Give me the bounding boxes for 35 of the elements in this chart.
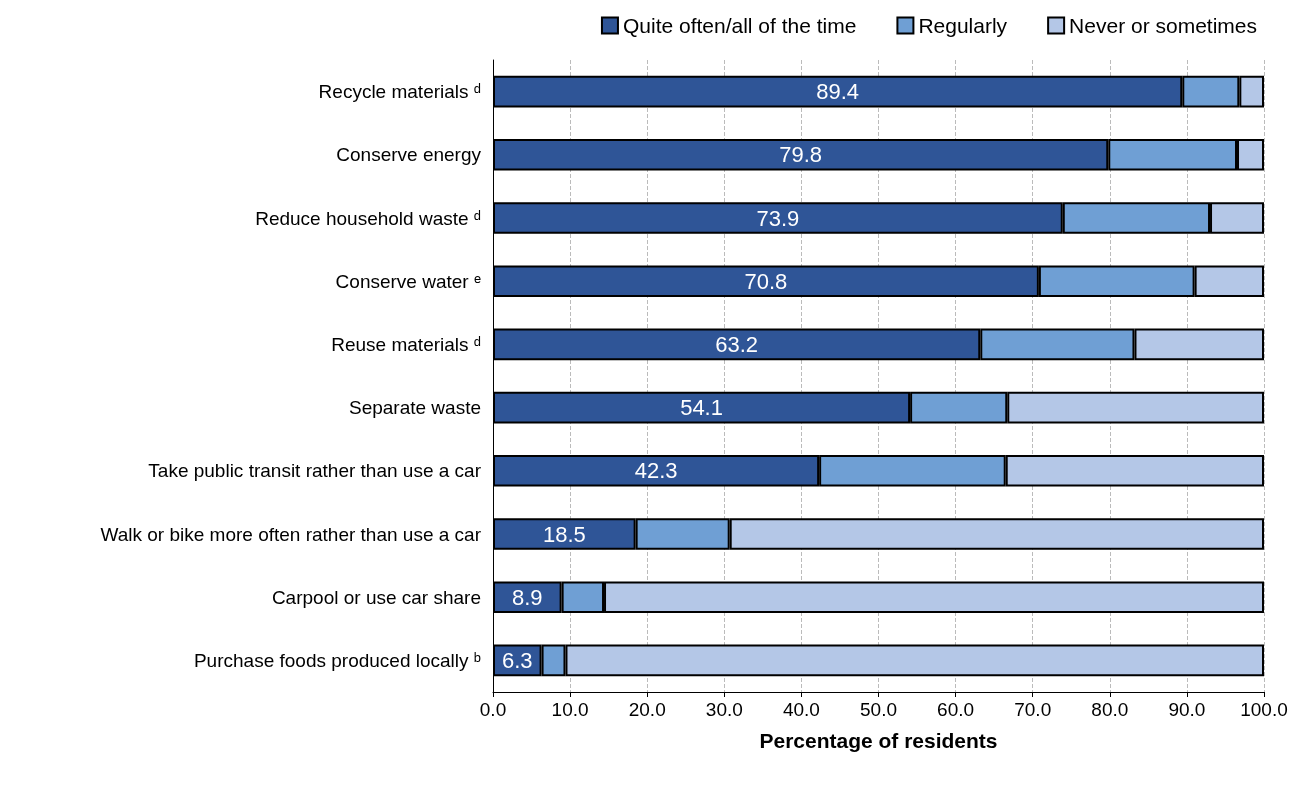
y-tick-label: Reuse materials ᵈ (331, 333, 481, 355)
y-tick-label: Purchase foods produced locally ᵇ (193, 649, 481, 671)
data-label: 70.8 (744, 268, 788, 294)
data-label: 63.2 (715, 331, 759, 357)
x-axis-title: Percentage of residents (759, 729, 998, 752)
data-label: 73.9 (756, 205, 800, 231)
y-tick-label: Separate waste (348, 397, 481, 419)
data-label: 79.8 (779, 142, 823, 168)
y-tick-label: Reduce household waste ᵈ (255, 207, 481, 229)
y-tick-label: Recycle materials ᵈ (318, 81, 481, 103)
x-tick-label: 0.0 (479, 699, 507, 720)
x-tick-label: 40.0 (782, 699, 820, 720)
y-tick-label: Walk or bike more often rather than use a car (100, 523, 482, 545)
y-tick-label: Carpool or use car share (271, 586, 481, 608)
y-tick-label: Conserve energy (336, 144, 482, 166)
x-tick-label: 50.0 (860, 699, 897, 720)
data-label: 89.4 (816, 79, 860, 105)
x-tick-label: 60.0 (937, 699, 975, 720)
x-tick-label: 80.0 (1091, 699, 1129, 720)
data-label: 6.3 (501, 647, 533, 673)
legend-label: Never or sometimes (1069, 14, 1258, 37)
y-tick-label: Conserve water ᵉ (335, 270, 481, 292)
x-tick-label: 100.0 (1240, 699, 1288, 720)
x-tick-label: 20.0 (628, 699, 666, 720)
data-label: 18.5 (542, 521, 586, 547)
x-tick-label: 70.0 (1014, 699, 1052, 720)
x-tick-label: 90.0 (1168, 699, 1206, 720)
y-tick-label: Take public transit rather than use a car (148, 460, 482, 482)
data-label: 42.3 (634, 458, 678, 484)
x-tick-label: 10.0 (551, 699, 589, 720)
legend-label: Regularly (918, 14, 1008, 37)
data-label: 54.1 (680, 395, 723, 421)
x-tick-label: 30.0 (705, 699, 743, 720)
data-label: 8.9 (512, 584, 543, 610)
legend-label: Quite often/all of the time (622, 14, 857, 37)
